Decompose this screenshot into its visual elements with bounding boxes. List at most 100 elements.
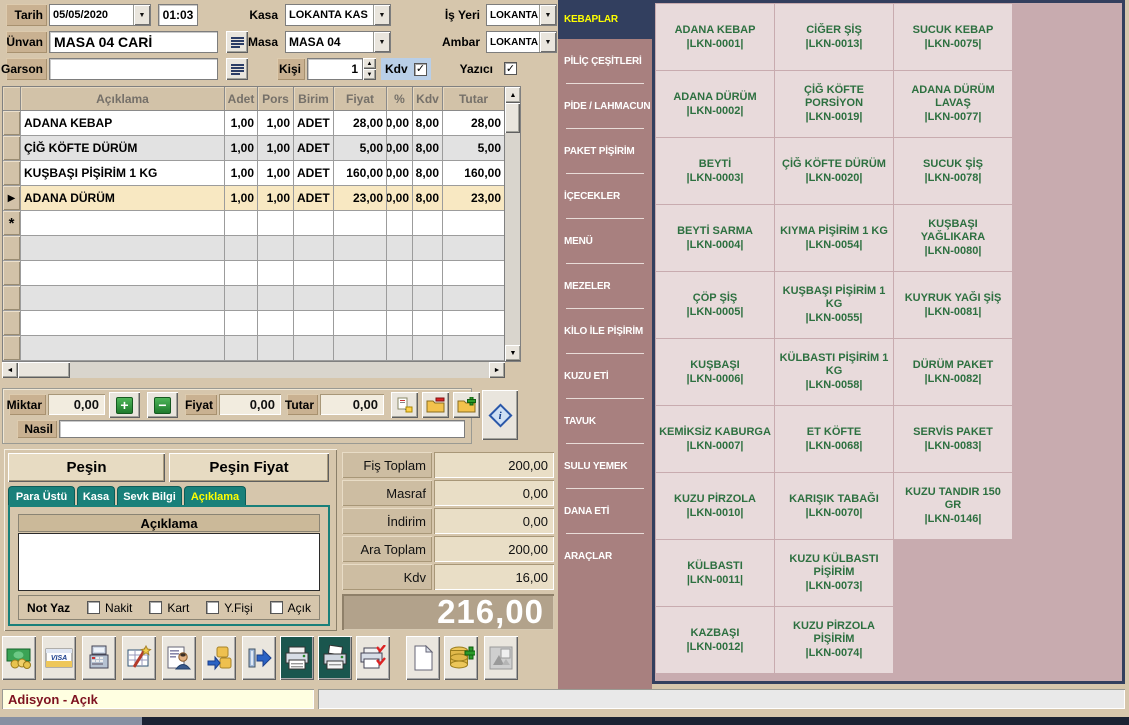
product-button[interactable]: KÜLBASTI PİŞİRİM 1 KG |LKN-0058| (775, 339, 893, 405)
category-araclar[interactable]: ARAÇLAR (564, 551, 613, 562)
acik-checkbox[interactable] (269, 601, 283, 614)
scroll-down-icon[interactable]: ▼ (505, 345, 520, 361)
date-combo[interactable]: 05/05/2020 ▼ (49, 4, 151, 26)
product-button[interactable]: KUZU PİRZOLA PİŞİRİM |LKN-0074| (775, 607, 893, 673)
copy-line-button[interactable] (391, 392, 418, 418)
product-button[interactable]: SUCUK KEBAP |LKN-0075| (894, 4, 1012, 70)
table-row-selected[interactable]: ▶ ADANA DÜRÜM 1,00 1,00 ADET 23,00 0,00 … (3, 186, 520, 211)
transfer-button[interactable] (242, 636, 276, 680)
category-menu[interactable]: MENÜ (558, 219, 652, 264)
scrollbar-thumb[interactable] (18, 362, 70, 378)
product-button[interactable]: KARIŞIK TABAĞI |LKN-0070| (775, 473, 893, 539)
print-invoice-button[interactable] (318, 636, 352, 680)
pesin-button[interactable]: Peşin (8, 453, 165, 482)
table-row[interactable]: ADANA KEBAP 1,00 1,00 ADET 28,00 0,00 8,… (3, 111, 520, 136)
product-button[interactable]: SERVİS PAKET |LKN-0083| (894, 406, 1012, 472)
garson-field[interactable] (49, 58, 218, 80)
miktar-field[interactable]: 0,00 (48, 394, 105, 415)
spinner-up-button[interactable]: ▲ (363, 58, 376, 69)
scrollbar-thumb[interactable] (505, 103, 520, 133)
product-button[interactable]: KUZU PİRZOLA |LKN-0010| (656, 473, 774, 539)
garson-lookup-button[interactable] (226, 58, 248, 80)
kdv-checkbox[interactable] (414, 62, 427, 76)
product-button[interactable]: ADANA DÜRÜM |LKN-0002| (656, 71, 774, 137)
product-button[interactable]: KAZBAŞI |LKN-0012| (656, 607, 774, 673)
product-button[interactable]: CİĞER ŞİŞ |LKN-0013| (775, 4, 893, 70)
table-row[interactable]: KUŞBAŞI PİŞİRİM 1 KG 1,00 1,00 ADET 160,… (3, 161, 520, 186)
category-dana-eti[interactable]: DANA ETİ (558, 489, 652, 534)
product-button[interactable]: ÇÖP ŞİŞ |LKN-0005| (656, 272, 774, 338)
exit-button[interactable] (484, 636, 518, 680)
product-button[interactable]: ADANA DÜRÜM LAVAŞ |LKN-0077| (894, 71, 1012, 137)
category-tavuk[interactable]: TAVUK (558, 399, 652, 444)
aciklama-textarea[interactable] (18, 533, 320, 591)
nakit-checkbox[interactable] (87, 601, 101, 614)
quantity-decrease-button[interactable]: − (147, 392, 178, 418)
category-kuzu-eti[interactable]: KUZU ETİ (558, 354, 652, 399)
category-mezeler[interactable]: MEZELER (558, 264, 652, 309)
unvan-lookup-button[interactable] (226, 31, 248, 53)
print-receipt-button[interactable] (280, 636, 314, 680)
category-pide-lahmacun[interactable]: PİDE / LAHMACUN (558, 84, 652, 129)
quick-entry-button[interactable] (122, 636, 156, 680)
category-pilic-cesitleri[interactable]: PİLİÇ ÇEŞİTLERİ (558, 39, 652, 84)
product-button[interactable]: BEYTİ SARMA |LKN-0004| (656, 205, 774, 271)
tutar-field[interactable]: 0,00 (320, 394, 384, 415)
kisi-field[interactable]: 1 (307, 58, 363, 80)
product-button[interactable]: DÜRÜM PAKET |LKN-0082| (894, 339, 1012, 405)
category-kebaplar[interactable]: KEBAPLAR (558, 0, 652, 39)
chevron-down-icon[interactable]: ▼ (373, 5, 390, 25)
kdv-toggle[interactable]: Kdv (381, 58, 431, 80)
ambar-combo[interactable]: LOKANTA DEPO ▼ (486, 31, 557, 53)
yfisi-checkbox[interactable] (206, 601, 220, 614)
pesin-fiyat-button[interactable]: Peşin Fiyat (169, 453, 329, 482)
tab-aciklama[interactable]: Açıklama (184, 486, 246, 506)
product-button[interactable]: KUŞBAŞI PİŞİRİM 1 KG |LKN-0055| (775, 272, 893, 338)
horizontal-scrollbar[interactable]: ◄ ► (2, 362, 505, 378)
scroll-right-icon[interactable]: ► (489, 362, 505, 378)
scroll-left-icon[interactable]: ◄ (2, 362, 18, 378)
product-button[interactable]: ADANA KEBAP |LKN-0001| (656, 4, 774, 70)
cash-register-button[interactable] (82, 636, 116, 680)
chevron-down-icon[interactable]: ▼ (539, 32, 556, 52)
vertical-scrollbar[interactable]: ▲ ▼ (504, 87, 520, 361)
fiyat-field[interactable]: 0,00 (219, 394, 281, 415)
category-kilo-ile-pisirim[interactable]: KİLO İLE PİŞİRİM (558, 309, 652, 354)
masa-combo[interactable]: MASA 04 ▼ (285, 31, 391, 53)
table-row[interactable]: ÇİĞ KÖFTE DÜRÜM 1,00 1,00 ADET 5,00 0,00… (3, 136, 520, 161)
product-button[interactable]: KUYRUK YAĞI ŞİŞ |LKN-0081| (894, 272, 1012, 338)
product-button[interactable]: BEYTİ |LKN-0003| (656, 138, 774, 204)
category-icecekler[interactable]: İÇECEKLER (558, 174, 652, 219)
isyeri-combo[interactable]: LOKANTA ▼ (486, 4, 557, 26)
product-button[interactable]: KUŞBAŞI |LKN-0006| (656, 339, 774, 405)
nasil-field[interactable] (59, 420, 465, 438)
category-sulu-yemek[interactable]: SULU YEMEK (558, 444, 652, 489)
product-button[interactable]: KÜLBASTI |LKN-0011| (656, 540, 774, 606)
card-payment-button[interactable]: VISA (42, 636, 76, 680)
tab-kasa[interactable]: Kasa (77, 486, 115, 506)
product-button[interactable]: ÇİĞ KÖFTE DÜRÜM |LKN-0020| (775, 138, 893, 204)
kart-checkbox[interactable] (149, 601, 163, 614)
product-button[interactable]: KIYMA PİŞİRİM 1 KG |LKN-0054| (775, 205, 893, 271)
chevron-down-icon[interactable]: ▼ (133, 5, 150, 25)
chevron-down-icon[interactable]: ▼ (373, 32, 390, 52)
chevron-down-icon[interactable]: ▼ (539, 5, 556, 25)
yazici-checkbox[interactable] (504, 62, 517, 75)
category-paket-pisirim[interactable]: PAKET PİŞİRİM (558, 129, 652, 174)
kasa-combo[interactable]: LOKANTA KAS ▼ (285, 4, 391, 26)
product-button[interactable]: ET KÖFTE |LKN-0068| (775, 406, 893, 472)
info-button[interactable]: i (482, 390, 518, 440)
unvan-field[interactable]: MASA 04 CARİ (49, 31, 218, 53)
print-check-button[interactable] (356, 636, 390, 680)
tab-para-ustu[interactable]: Para Üstü (8, 486, 75, 506)
new-document-button[interactable] (406, 636, 440, 680)
remove-folder-button[interactable] (422, 392, 449, 418)
product-button[interactable]: KUŞBAŞI YAĞLIKARA |LKN-0080| (894, 205, 1012, 271)
save-database-button[interactable] (444, 636, 478, 680)
product-button[interactable]: SUCUK ŞİŞ |LKN-0078| (894, 138, 1012, 204)
time-field[interactable]: 01:03 (158, 4, 198, 26)
quantity-increase-button[interactable]: + (109, 392, 140, 418)
add-folder-button[interactable] (453, 392, 480, 418)
scroll-up-icon[interactable]: ▲ (505, 87, 520, 103)
move-table-button[interactable] (202, 636, 236, 680)
